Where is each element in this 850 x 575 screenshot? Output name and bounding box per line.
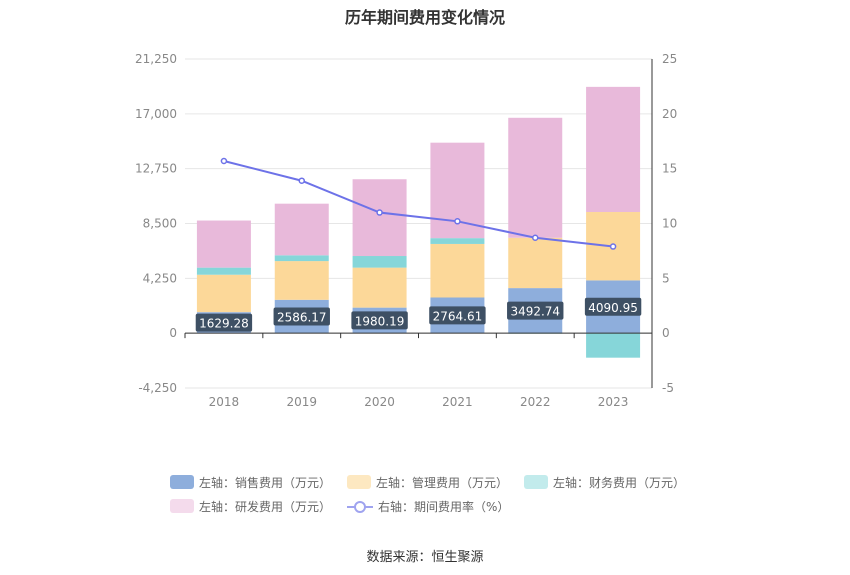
bar-mgmt [274, 261, 329, 300]
data-label-bg [507, 301, 564, 320]
y-left-tick-label: 8,500 [143, 217, 177, 231]
legend-swatch-fin [524, 475, 549, 489]
rate-point [376, 209, 383, 216]
rate-line-group [220, 157, 617, 250]
y-left-tick-label: 0 [169, 326, 177, 340]
data-label-text: 3492.74 [510, 305, 560, 319]
legend: 左轴：销售费用（万元） 左轴：管理费用（万元） 左轴：财务费用（万元） 左轴：研… [170, 470, 730, 518]
data-label-group: 1629.28 2586.17 1980.19 2764.61 3492.74 4090.… [195, 297, 642, 332]
rate-line [223, 160, 614, 248]
x-tick-label: 2023 [598, 395, 629, 409]
rate-point [220, 157, 228, 165]
data-label: 3492.74 [507, 301, 564, 320]
y-right-tick-label: 15 [662, 162, 677, 176]
bar-rd [586, 86, 641, 213]
chart-plot: 1629.28 2586.17 1980.19 2764.61 3492.74 4090.… [135, 52, 677, 409]
legend-label-rate: 右轴：期间费用率（%） [378, 499, 510, 514]
data-label-bg [195, 313, 253, 332]
bar-fin [196, 267, 251, 275]
bar-fin [352, 256, 407, 268]
axes-group: 21,25017,00012,7508,5004,2500-4,25025201… [135, 52, 677, 409]
legend-swatch-rate [347, 499, 374, 513]
bar-mgmt [430, 243, 485, 298]
data-label-bg [351, 311, 408, 330]
legend-item-fin[interactable]: 左轴：财务费用（万元） [524, 474, 685, 491]
bar-group [196, 86, 641, 358]
legend-label-rd: 左轴：研发费用（万元） [199, 499, 332, 514]
data-label: 2586.17 [273, 307, 330, 326]
x-tick-label: 2022 [520, 395, 551, 409]
bar-mgmt [196, 274, 251, 313]
x-tick-label: 2019 [286, 395, 317, 409]
legend-label-fin: 左轴：财务费用（万元） [553, 475, 686, 490]
bar-rd [508, 117, 563, 238]
data-label-text: 2586.17 [277, 310, 327, 324]
x-tick-label: 2020 [364, 395, 395, 409]
data-label-text: 4090.95 [588, 301, 638, 315]
bar-rd [352, 179, 407, 257]
data-label-bg [273, 307, 330, 326]
y-right-tick-label: -5 [662, 381, 674, 395]
bar-fin [430, 238, 485, 244]
rate-point [609, 243, 617, 250]
y-left-tick-label: -4,250 [138, 381, 177, 395]
data-label-bg [584, 297, 642, 316]
x-tick-label: 2021 [442, 395, 473, 409]
legend-swatch-mgmt [347, 475, 372, 489]
bar-fin [274, 255, 329, 262]
legend-item-rd[interactable]: 左轴：研发费用（万元） [170, 498, 331, 515]
bar-mgmt [508, 237, 563, 289]
legend-item-rate[interactable]: 右轴：期间费用率（%） [347, 498, 509, 515]
data-source: 数据来源：恒生聚源 [366, 550, 484, 565]
grid-lines [185, 58, 652, 389]
data-label: 4090.95 [584, 297, 642, 316]
y-left-tick-label: 12,750 [135, 162, 177, 176]
y-right-tick-label: 20 [662, 107, 677, 121]
legend-label-sales: 左轴：销售费用（万元） [199, 475, 332, 490]
y-right-tick-label: 10 [662, 217, 677, 231]
data-label: 1629.28 [195, 313, 253, 332]
bar-rd [196, 220, 251, 268]
bar-rd [274, 203, 329, 256]
y-left-tick-label: 21,250 [135, 52, 177, 66]
rate-point [454, 218, 461, 225]
data-label-bg [429, 306, 486, 325]
data-label-text: 2764.61 [433, 309, 483, 323]
data-label: 1980.19 [351, 311, 408, 330]
data-label-text: 1629.28 [199, 317, 249, 331]
y-right-tick-label: 0 [662, 326, 670, 340]
x-tick-label: 2018 [209, 395, 240, 409]
legend-item-mgmt[interactable]: 左轴：管理费用（万元） [347, 474, 508, 491]
legend-swatch-sales [170, 475, 194, 489]
bar-fin [586, 333, 641, 358]
rate-point [532, 234, 539, 242]
legend-label-mgmt: 左轴：管理费用（万元） [376, 475, 509, 490]
y-right-tick-label: 5 [662, 271, 670, 285]
chart-title: 历年期间费用变化情况 [344, 8, 505, 27]
bar-mgmt [352, 267, 407, 308]
data-label: 2764.61 [429, 306, 486, 325]
data-label-text: 1980.19 [355, 314, 405, 328]
y-left-tick-label: 17,000 [135, 107, 177, 121]
legend-swatch-rd [170, 499, 194, 513]
y-right-tick-label: 25 [662, 52, 677, 66]
rate-point [298, 177, 305, 184]
legend-item-sales[interactable]: 左轴：销售费用（万元） [170, 474, 331, 491]
y-left-tick-label: 4,250 [143, 271, 177, 285]
